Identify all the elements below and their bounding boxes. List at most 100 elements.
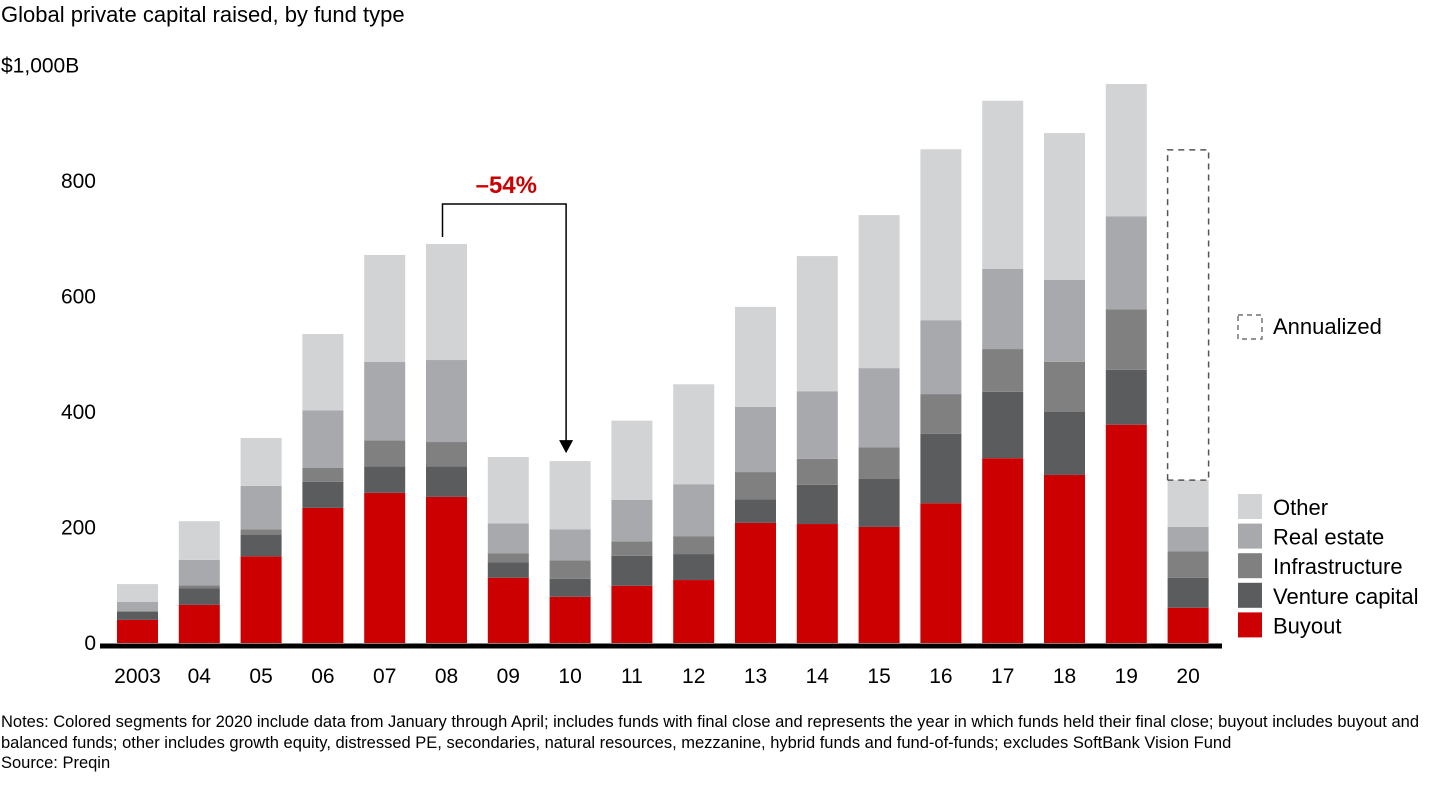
bar-segment-other: [426, 243, 467, 361]
bar-segment-other: [178, 521, 220, 560]
bar-segment-other: [611, 420, 653, 500]
bar-segment-infrastructure: [426, 442, 467, 467]
bar-segment-venture-capital: [1167, 577, 1209, 608]
bar-segment-infrastructure: [117, 610, 158, 612]
bar-segment-infrastructure: [673, 536, 715, 555]
bar-group: [426, 243, 467, 643]
legend-label: Real estate: [1273, 525, 1384, 550]
legend-label: Venture capital: [1273, 584, 1419, 609]
bar-group: [735, 306, 776, 643]
bar-segment-buyout: [364, 492, 406, 643]
bar-segment-venture-capital: [673, 554, 715, 581]
bar-group: [302, 334, 344, 643]
annotation-label: –54%: [476, 172, 537, 199]
bar-segment-real-estate: [735, 406, 776, 473]
y-tick-label: 800: [61, 170, 96, 193]
bar-segment-buyout: [920, 503, 962, 643]
legend-item-venture-capital: Venture capital: [1238, 582, 1419, 609]
bar-segment-other: [364, 254, 406, 362]
x-tick-label: 04: [188, 665, 212, 688]
bar-segment-real-estate: [1044, 279, 1085, 362]
bar-segment-other: [735, 306, 776, 407]
bar-segment-infrastructure: [611, 541, 653, 556]
legend-swatch-icon: [1238, 612, 1262, 638]
arrow-down-icon: [559, 440, 574, 454]
x-tick-label: 13: [744, 665, 767, 688]
bar-segment-buyout: [1044, 474, 1085, 643]
x-tick-label: 05: [249, 665, 272, 688]
bar-group: [117, 584, 158, 643]
bar-segment-real-estate: [117, 601, 158, 611]
bar-segment-buyout: [796, 524, 838, 643]
bar-segment-buyout: [858, 526, 900, 643]
bar-segment-infrastructure: [240, 529, 282, 536]
notes-block: Notes: Colored segments for 2020 include…: [1, 712, 1439, 774]
decline-annotation: –54%: [441, 172, 574, 454]
x-axis-labels: 2003 04 05 06 07 08 09 10 11 12 13 14 15 16 17 18 19 20: [114, 665, 1200, 688]
bar-segment-other: [487, 457, 529, 524]
bar-segment-venture-capital: [549, 578, 591, 597]
y-axis: 0 200 400 600 800 $1,000B: [1, 55, 96, 656]
bar-group: [920, 149, 962, 643]
bar-segment-buyout: [1105, 424, 1147, 643]
bar-segment-real-estate: [240, 485, 282, 530]
bar-segment-real-estate: [426, 360, 467, 443]
source-text: Source: Preqin: [1, 754, 111, 772]
legend-item-real-estate: Real estate: [1238, 523, 1384, 550]
x-tick-label: 12: [682, 665, 705, 688]
legend-label: Infrastructure: [1273, 554, 1403, 579]
bar-segment-venture-capital: [487, 562, 529, 578]
y-tick-label: 0: [84, 632, 96, 655]
bar-segment-real-estate: [1167, 526, 1209, 552]
legend-label: Annualized: [1273, 314, 1382, 339]
bar-segment-infrastructure: [858, 447, 900, 479]
x-tick-label: 09: [497, 665, 520, 688]
annualized-swatch-icon: [1237, 314, 1263, 340]
bar-segment-buyout: [426, 496, 467, 643]
x-tick-label: 18: [1053, 665, 1076, 688]
bar-segment-venture-capital: [796, 484, 838, 525]
bar-segment-infrastructure: [1167, 551, 1209, 578]
bar-group: [858, 215, 900, 643]
bar-segment-infrastructure: [549, 560, 591, 579]
bar-segment-infrastructure: [302, 468, 344, 482]
bar-segment-buyout: [982, 458, 1024, 643]
y-tick-label: 200: [61, 517, 96, 540]
bar-segment-other: [1105, 83, 1147, 217]
bar-segment-real-estate: [1105, 216, 1147, 310]
bar-segment-other: [1167, 480, 1209, 527]
bar-group: [549, 461, 591, 643]
bar-segment-real-estate: [858, 368, 900, 448]
bar-segment-infrastructure: [487, 553, 529, 563]
legend-item-infrastructure: Infrastructure: [1238, 553, 1403, 579]
x-tick-label: 17: [991, 665, 1014, 688]
x-tick-label: 16: [929, 665, 952, 688]
bar-segment-venture-capital: [302, 481, 344, 508]
bar-segment-venture-capital: [364, 466, 406, 493]
bar-segment-buyout: [673, 580, 715, 643]
notes-text: Notes: Colored segments for 2020 include…: [1, 713, 1419, 752]
bar-segment-real-estate: [302, 410, 344, 469]
legend-swatch-icon: [1238, 553, 1262, 579]
bar-segment-real-estate: [487, 523, 529, 554]
bar-segment-venture-capital: [735, 499, 776, 523]
bar-group: [673, 384, 715, 643]
bar-segment-buyout: [117, 619, 158, 643]
bar-segment-buyout: [302, 507, 344, 643]
bar-segment-other: [240, 437, 282, 486]
bar-segment-real-estate: [611, 499, 653, 542]
bar-group: [364, 254, 406, 643]
legend-item-buyout: Buyout: [1238, 612, 1342, 638]
bar-segment-venture-capital: [920, 433, 962, 504]
legend-swatch-icon: [1238, 494, 1262, 519]
bar-segment-infrastructure: [982, 349, 1024, 392]
y-tick-label: $1,000B: [1, 55, 79, 78]
bar-segment-other: [858, 215, 900, 369]
bar-group: [796, 256, 838, 643]
bar-segment-real-estate: [796, 391, 838, 459]
bar-group: [1167, 480, 1209, 643]
bar-segment-venture-capital: [982, 391, 1024, 459]
bar-segment-real-estate: [920, 320, 962, 395]
bar-segment-venture-capital: [240, 535, 282, 557]
x-tick-label: 15: [867, 665, 890, 688]
